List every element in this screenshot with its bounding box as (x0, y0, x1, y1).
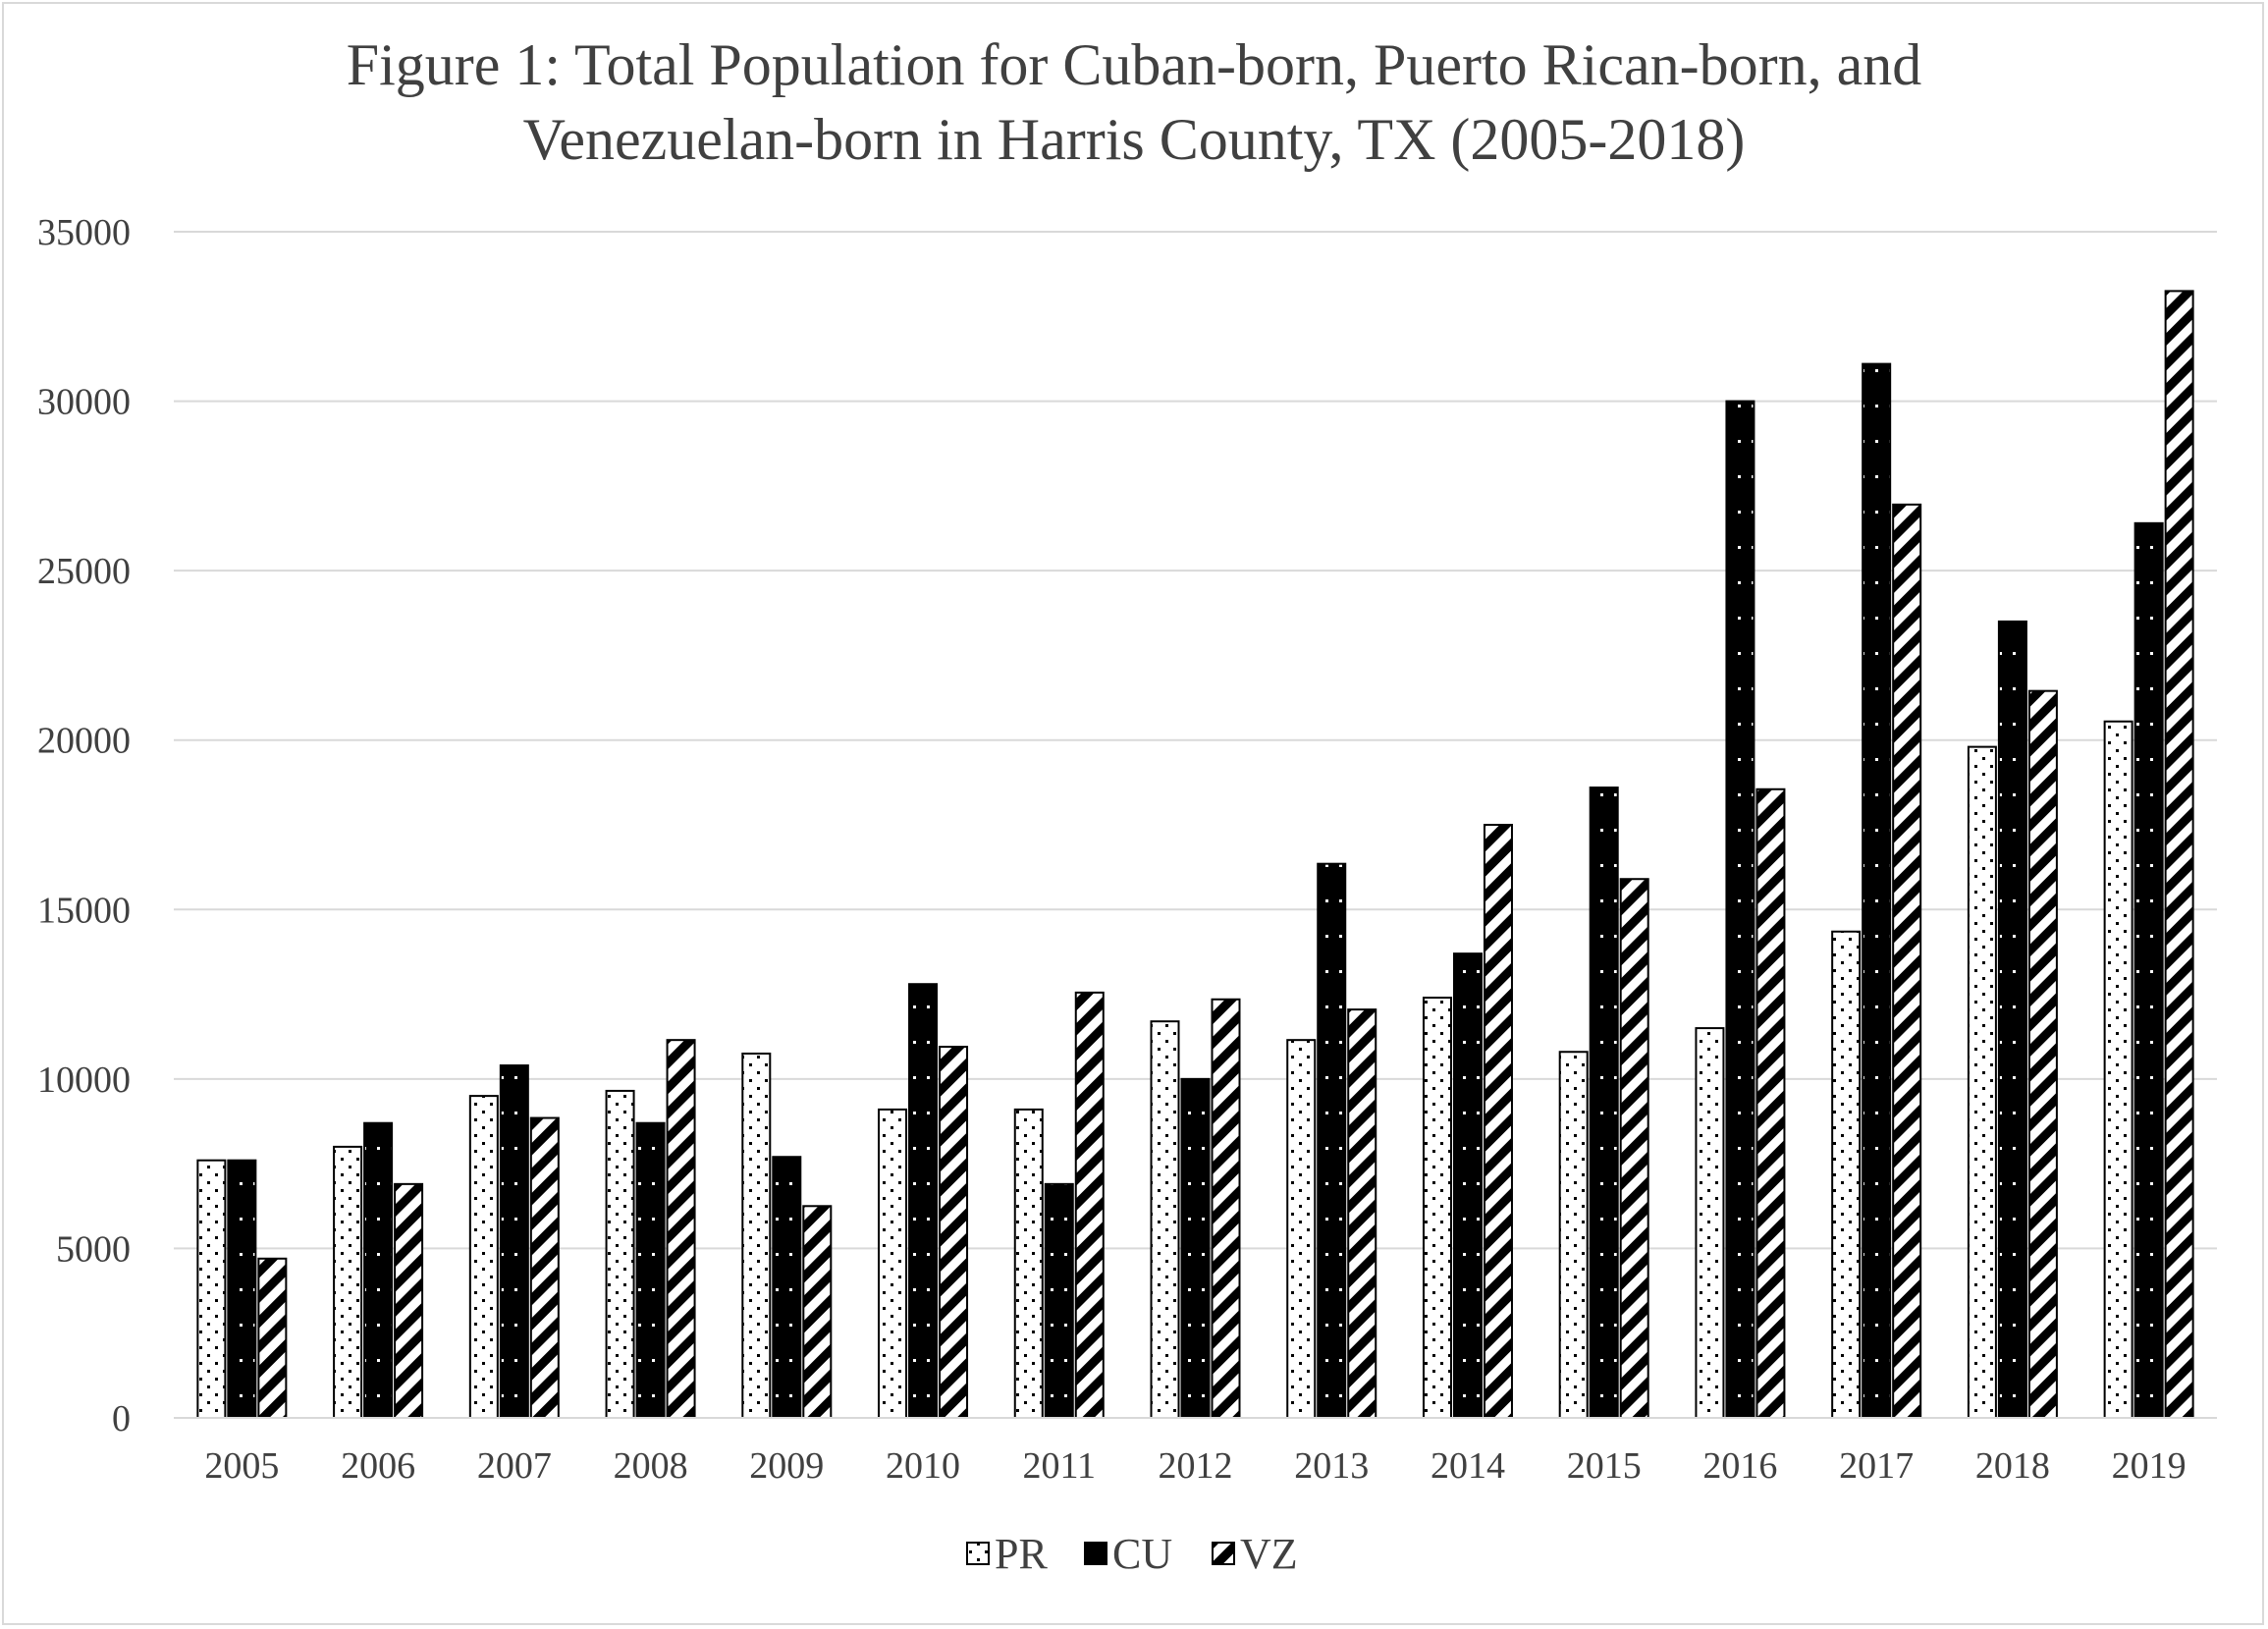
bar-vz-2006 (394, 1182, 424, 1420)
bar-cu-2017 (1862, 362, 1892, 1419)
x-tick-label: 2018 (1975, 1445, 2050, 1487)
bar-pr-2009 (741, 1052, 772, 1419)
x-tick-label: 2019 (2112, 1445, 2187, 1487)
legend-label-cu: CU (1112, 1530, 1172, 1578)
y-tick-label: 10000 (37, 1059, 131, 1101)
bar-vz-2009 (802, 1205, 833, 1420)
bar-vz-2007 (529, 1116, 560, 1419)
y-axis: 0 5000 10000 15000 20000 25000 30000 35000 (37, 212, 131, 1439)
bar-cu-2015 (1589, 787, 1619, 1419)
bar-cu-2013 (1317, 862, 1347, 1419)
x-tick-label: 2005 (204, 1445, 279, 1487)
bar-cu-2008 (635, 1121, 666, 1419)
bar-pr-2007 (468, 1095, 499, 1419)
bar-vz-2018 (2027, 689, 2058, 1419)
bar-pr-2015 (1558, 1051, 1589, 1419)
chart-title-line-2: Venezuelan-born in Harris County, TX (20… (522, 107, 1746, 172)
bar-vz-2014 (1483, 824, 1513, 1419)
bar-vz-2013 (1347, 1008, 1377, 1420)
bar-pr-2013 (1286, 1039, 1317, 1420)
x-tick-label: 2014 (1431, 1445, 1505, 1487)
bar-pr-2017 (1831, 930, 1862, 1419)
x-tick-label: 2010 (886, 1445, 960, 1487)
legend-label-vz: VZ (1240, 1530, 1298, 1578)
y-tick-label: 25000 (37, 551, 131, 592)
bar-cu-2019 (2133, 521, 2164, 1419)
bar-pr-2008 (605, 1089, 635, 1419)
bar-pr-2010 (878, 1108, 908, 1420)
x-tick-label: 2012 (1159, 1445, 1233, 1487)
y-tick-label: 15000 (37, 890, 131, 931)
bar-vz-2019 (2164, 290, 2194, 1419)
legend-swatch-vz (1212, 1542, 1235, 1565)
x-tick-label: 2013 (1294, 1445, 1369, 1487)
bar-vz-2008 (666, 1039, 696, 1420)
bar-cu-2016 (1725, 400, 1755, 1420)
bar-vz-2016 (1755, 787, 1786, 1419)
bar-cu-2014 (1452, 952, 1483, 1419)
bar-cu-2007 (499, 1064, 529, 1419)
chart-title: Figure 1: Total Population for Cuban-bor… (0, 27, 2268, 177)
bar-cu-2011 (1044, 1182, 1074, 1420)
bar-cu-2018 (1997, 620, 2027, 1419)
bar-cu-2012 (1180, 1077, 1211, 1420)
bar-pr-2005 (196, 1159, 227, 1419)
bar-pr-2012 (1150, 1020, 1180, 1419)
x-tick-label: 2016 (1702, 1445, 1777, 1487)
y-tick-label: 0 (112, 1398, 131, 1439)
y-tick-label: 30000 (37, 382, 131, 423)
bar-pr-2006 (333, 1145, 363, 1420)
bar-cu-2005 (227, 1159, 257, 1419)
bar-vz-2005 (257, 1257, 288, 1419)
x-axis: 2005 2006 2007 2008 2009 2010 2011 2012 2013 2014… (174, 1417, 2217, 1487)
x-tick-label: 2008 (614, 1445, 688, 1487)
y-tick-label: 35000 (37, 212, 131, 253)
bar-vz-2015 (1619, 878, 1649, 1419)
y-tick-label: 5000 (56, 1228, 131, 1270)
x-tick-label: 2015 (1567, 1445, 1642, 1487)
x-tick-label: 2006 (341, 1445, 415, 1487)
bar-vz-2012 (1211, 998, 1241, 1420)
bar-cu-2010 (908, 983, 939, 1420)
bar-pr-2018 (1967, 745, 1997, 1419)
legend-label-pr: PR (995, 1530, 1048, 1578)
bar-vz-2017 (1892, 503, 1922, 1419)
bar-pr-2019 (2103, 720, 2133, 1419)
x-tick-label: 2017 (1839, 1445, 1914, 1487)
legend-swatch-cu (1084, 1542, 1107, 1565)
x-tick-label: 2007 (477, 1445, 552, 1487)
bar-cu-2006 (363, 1121, 394, 1419)
x-tick-label: 2009 (749, 1445, 824, 1487)
legend-swatch-pr (966, 1542, 990, 1565)
bar-pr-2014 (1422, 997, 1452, 1419)
bars (196, 290, 2194, 1420)
y-tick-label: 20000 (37, 721, 131, 762)
bar-vz-2011 (1074, 991, 1105, 1419)
x-tick-label: 2011 (1022, 1445, 1096, 1487)
bar-pr-2016 (1695, 1027, 1725, 1419)
legend: PR CU VZ (966, 1530, 1298, 1578)
bar-pr-2011 (1013, 1108, 1044, 1420)
bar-vz-2010 (939, 1046, 969, 1420)
bar-cu-2009 (772, 1156, 802, 1419)
chart-title-line-1: Figure 1: Total Population for Cuban-bor… (346, 32, 1922, 97)
